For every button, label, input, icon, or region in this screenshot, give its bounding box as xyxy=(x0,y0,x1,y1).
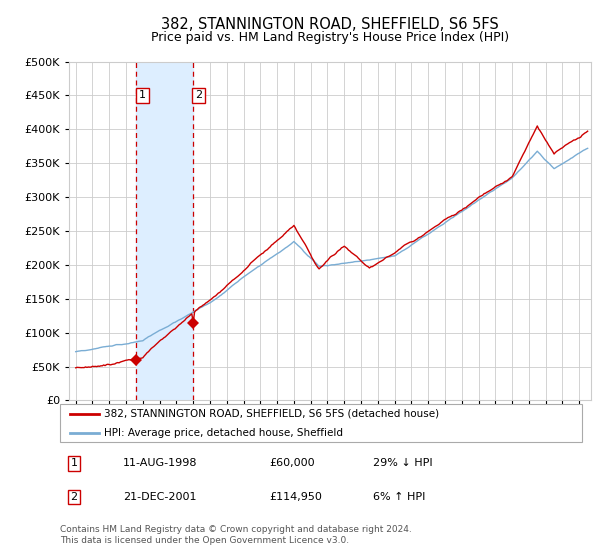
Text: £60,000: £60,000 xyxy=(269,459,314,468)
Bar xyxy=(136,62,193,400)
Text: Price paid vs. HM Land Registry's House Price Index (HPI): Price paid vs. HM Land Registry's House … xyxy=(151,31,509,44)
Text: 382, STANNINGTON ROAD, SHEFFIELD, S6 5FS: 382, STANNINGTON ROAD, SHEFFIELD, S6 5FS xyxy=(161,17,499,32)
Text: £114,950: £114,950 xyxy=(269,492,322,502)
Text: 2: 2 xyxy=(195,91,202,100)
Text: 382, STANNINGTON ROAD, SHEFFIELD, S6 5FS (detached house): 382, STANNINGTON ROAD, SHEFFIELD, S6 5FS… xyxy=(104,409,439,419)
Text: 2: 2 xyxy=(70,492,77,502)
Text: 21-DEC-2001: 21-DEC-2001 xyxy=(122,492,196,502)
Text: 6% ↑ HPI: 6% ↑ HPI xyxy=(373,492,425,502)
Text: 11-AUG-1998: 11-AUG-1998 xyxy=(122,459,197,468)
FancyBboxPatch shape xyxy=(60,404,582,442)
Text: 1: 1 xyxy=(70,459,77,468)
Text: 29% ↓ HPI: 29% ↓ HPI xyxy=(373,459,433,468)
Text: Contains HM Land Registry data © Crown copyright and database right 2024.
This d: Contains HM Land Registry data © Crown c… xyxy=(60,525,412,545)
Text: HPI: Average price, detached house, Sheffield: HPI: Average price, detached house, Shef… xyxy=(104,428,343,438)
Text: 1: 1 xyxy=(139,91,146,100)
